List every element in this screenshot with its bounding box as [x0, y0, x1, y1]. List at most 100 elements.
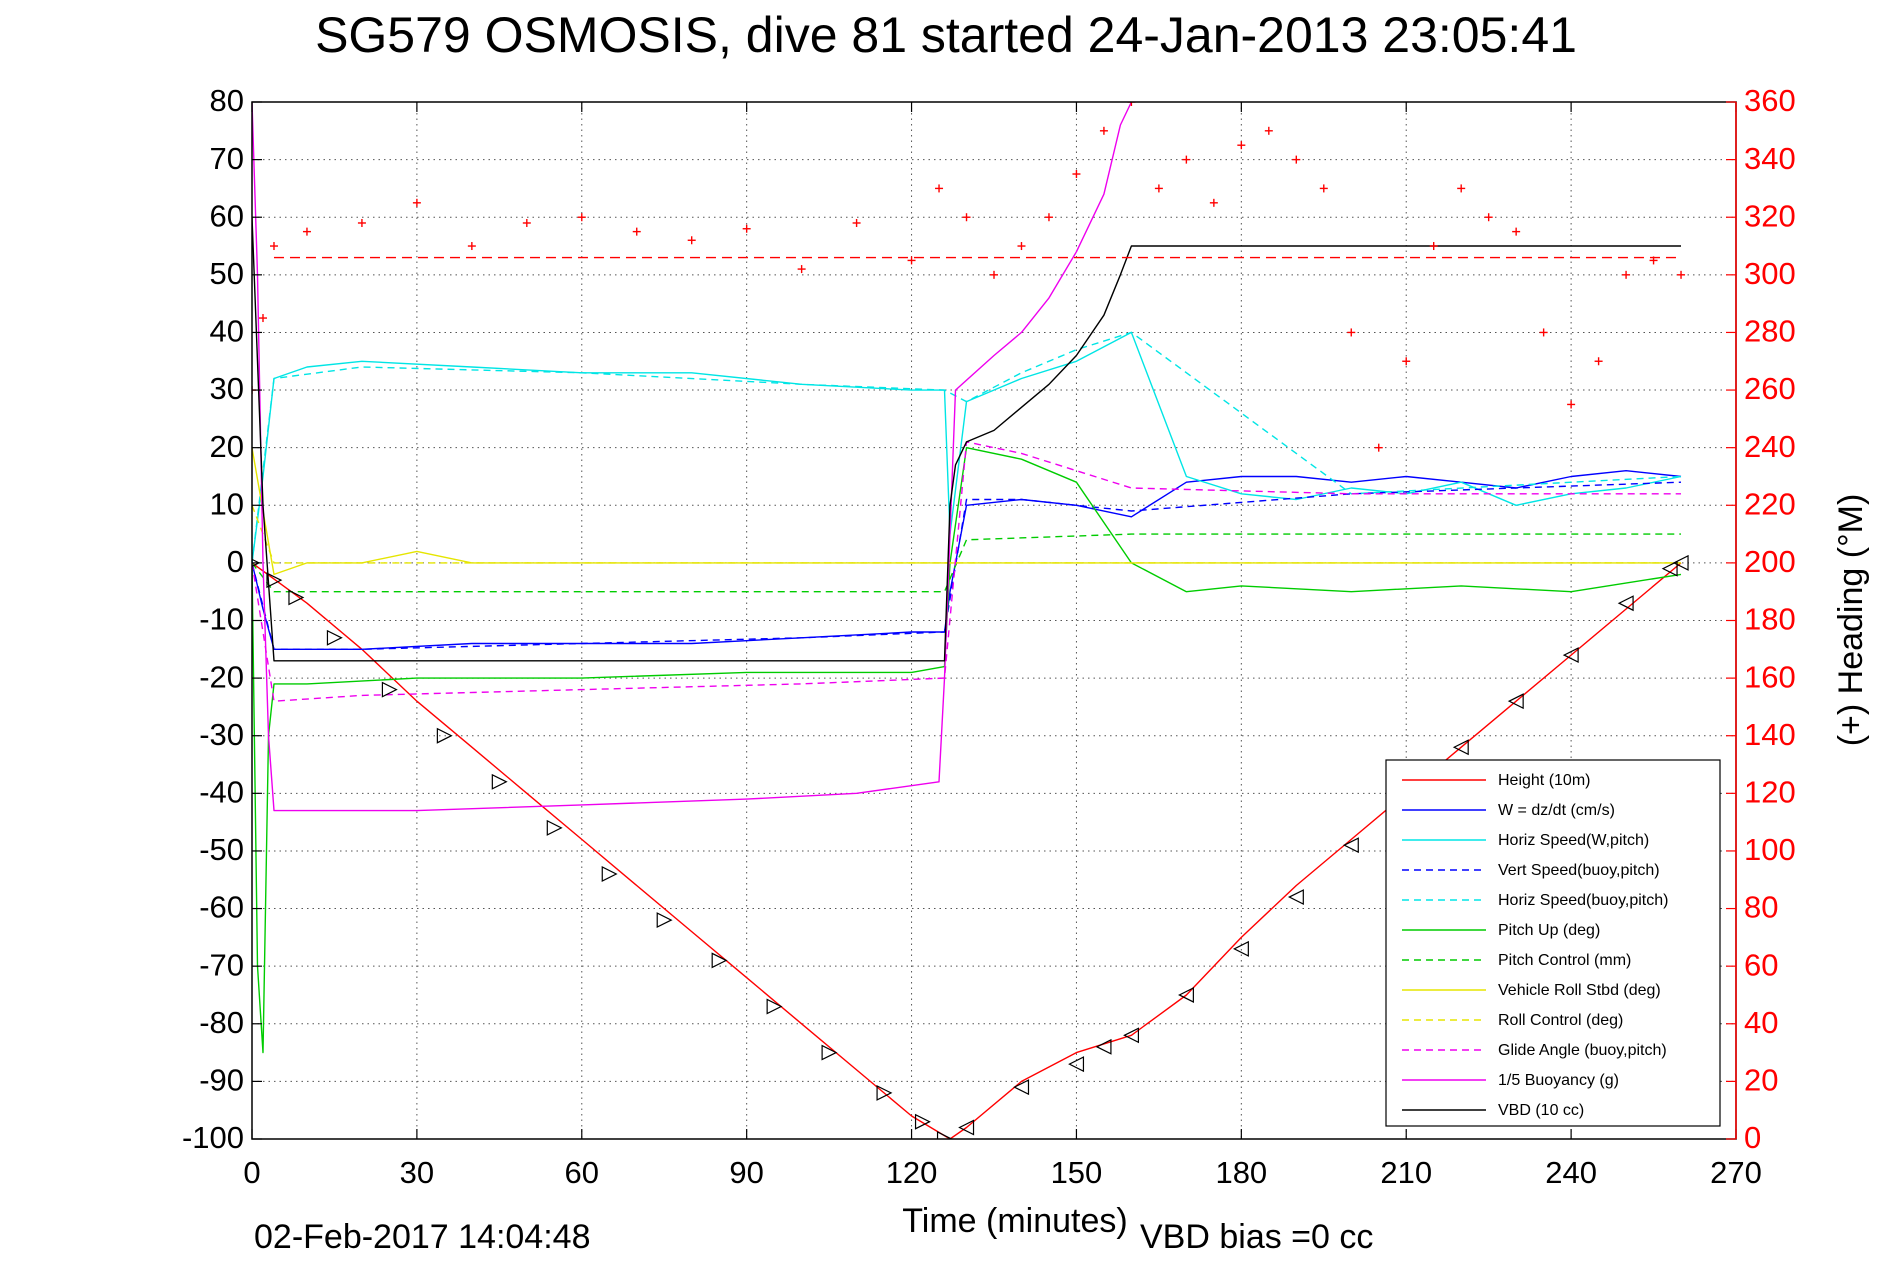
marker-layer [252, 102, 1689, 1139]
heading-marker [1099, 126, 1108, 135]
heading-marker [1127, 102, 1136, 106]
depth-marker [1672, 554, 1689, 571]
depth-marker [1123, 1027, 1140, 1044]
y2-tick-label: 80 [1744, 890, 1778, 925]
heading-marker [1429, 242, 1438, 251]
depth-marker [1287, 889, 1304, 906]
y2-tick-label: 300 [1744, 256, 1796, 291]
depth-marker [821, 1044, 838, 1061]
x-tick-label: 150 [1051, 1155, 1103, 1190]
depth-marker [1095, 1038, 1112, 1055]
y-tick-label: 60 [210, 198, 244, 233]
y2-tick-label: 60 [1744, 947, 1778, 982]
heading-marker [1072, 170, 1081, 179]
depth-marker [436, 727, 453, 744]
heading-marker [1457, 184, 1466, 193]
depth-marker [381, 681, 398, 698]
heading-marker [1182, 155, 1191, 164]
y-tick-label: 10 [210, 486, 244, 521]
y2-tick-label: 40 [1744, 1005, 1778, 1040]
y-tick-label: 0 [227, 544, 244, 579]
depth-marker [1068, 1056, 1085, 1073]
depth-marker [288, 589, 305, 606]
heading-marker [990, 270, 998, 279]
heading-marker [1154, 184, 1163, 193]
depth-marker [601, 866, 618, 882]
heading-marker [907, 256, 916, 265]
heading-marker [935, 184, 944, 193]
depth-marker [1452, 739, 1469, 756]
y2-tick-label: 20 [1744, 1063, 1778, 1098]
y-tick-label: -90 [199, 1063, 244, 1098]
depth-marker [266, 572, 283, 589]
series-line-10 [252, 102, 1133, 812]
heading-marker [1567, 400, 1576, 409]
depth-marker [1178, 987, 1194, 1003]
legend-label-8: Roll Control (deg) [1498, 1012, 1623, 1029]
y2-tick-label: 340 [1744, 141, 1796, 176]
depth-marker [656, 912, 673, 929]
legend-label-9: Glide Angle (buoy,pitch) [1498, 1042, 1667, 1059]
series-line-8 [252, 505, 1681, 564]
heading-marker [522, 218, 531, 227]
depth-marker [326, 629, 343, 646]
x-tick-label: 120 [886, 1155, 938, 1190]
y-tick-label: -100 [182, 1120, 244, 1155]
series-line-11 [252, 217, 1681, 662]
legend-label-5: Pitch Up (deg) [1498, 922, 1600, 939]
depth-marker [1013, 1079, 1030, 1096]
depth-marker [546, 819, 563, 836]
y2-tick-label: 120 [1744, 775, 1796, 810]
x-tick-label: 240 [1545, 1155, 1597, 1190]
y2-tick-label: 140 [1744, 717, 1796, 752]
legend-label-10: 1/5 Buoyancy (g) [1498, 1072, 1619, 1089]
heading-marker [357, 218, 366, 227]
heading-marker [1594, 357, 1603, 366]
y-tick-label: -20 [199, 659, 244, 694]
x-tick-label: 60 [565, 1155, 599, 1190]
heading-marker [1622, 270, 1631, 279]
footer-note: VBD bias =0 cc [1140, 1218, 1373, 1256]
right-y-axis-label: (+) Heading (°M) [1832, 494, 1870, 747]
y-tick-label: -70 [199, 947, 244, 982]
y2-tick-label: 280 [1744, 314, 1796, 349]
depth-marker [1507, 693, 1524, 710]
heading-marker [412, 198, 421, 207]
y2-tick-label: 200 [1744, 544, 1796, 579]
heading-marker [302, 227, 311, 236]
depth-marker [876, 1084, 893, 1101]
series-line-6 [252, 533, 1681, 593]
y2-tick-label: 100 [1744, 832, 1796, 867]
heading-marker [687, 236, 696, 245]
heading-marker [1209, 198, 1218, 207]
depth-marker [491, 773, 508, 790]
heading-marker [1347, 328, 1356, 337]
heading-marker [962, 213, 971, 222]
heading-marker [1374, 443, 1383, 452]
heading-marker [1264, 126, 1273, 135]
y2-tick-label: 180 [1744, 602, 1796, 637]
depth-marker [1342, 837, 1359, 854]
x-axis-label: Time (minutes) [902, 1202, 1127, 1240]
heading-marker [1017, 242, 1026, 251]
legend-label-2: Horiz Speed(W,pitch) [1498, 832, 1649, 849]
heading-marker [1402, 357, 1411, 366]
heading-marker [797, 265, 806, 274]
heading-marker [258, 314, 267, 323]
y-tick-label: 40 [210, 314, 244, 349]
depth-marker [1232, 940, 1249, 957]
heading-marker [632, 227, 641, 236]
heading-marker [1319, 184, 1328, 193]
x-tick-label: 90 [729, 1155, 763, 1190]
depth-marker [914, 1113, 931, 1130]
legend-box [1385, 759, 1721, 1127]
y-tick-label: 50 [210, 256, 244, 291]
y2-tick-label: 0 [1744, 1120, 1761, 1155]
x-tick-label: 180 [1215, 1155, 1267, 1190]
depth-marker [958, 1119, 975, 1136]
y2-tick-label: 220 [1744, 486, 1796, 521]
depth-marker [711, 952, 728, 969]
heading-marker [1677, 270, 1686, 279]
legend-label-6: Pitch Control (mm) [1498, 952, 1631, 969]
